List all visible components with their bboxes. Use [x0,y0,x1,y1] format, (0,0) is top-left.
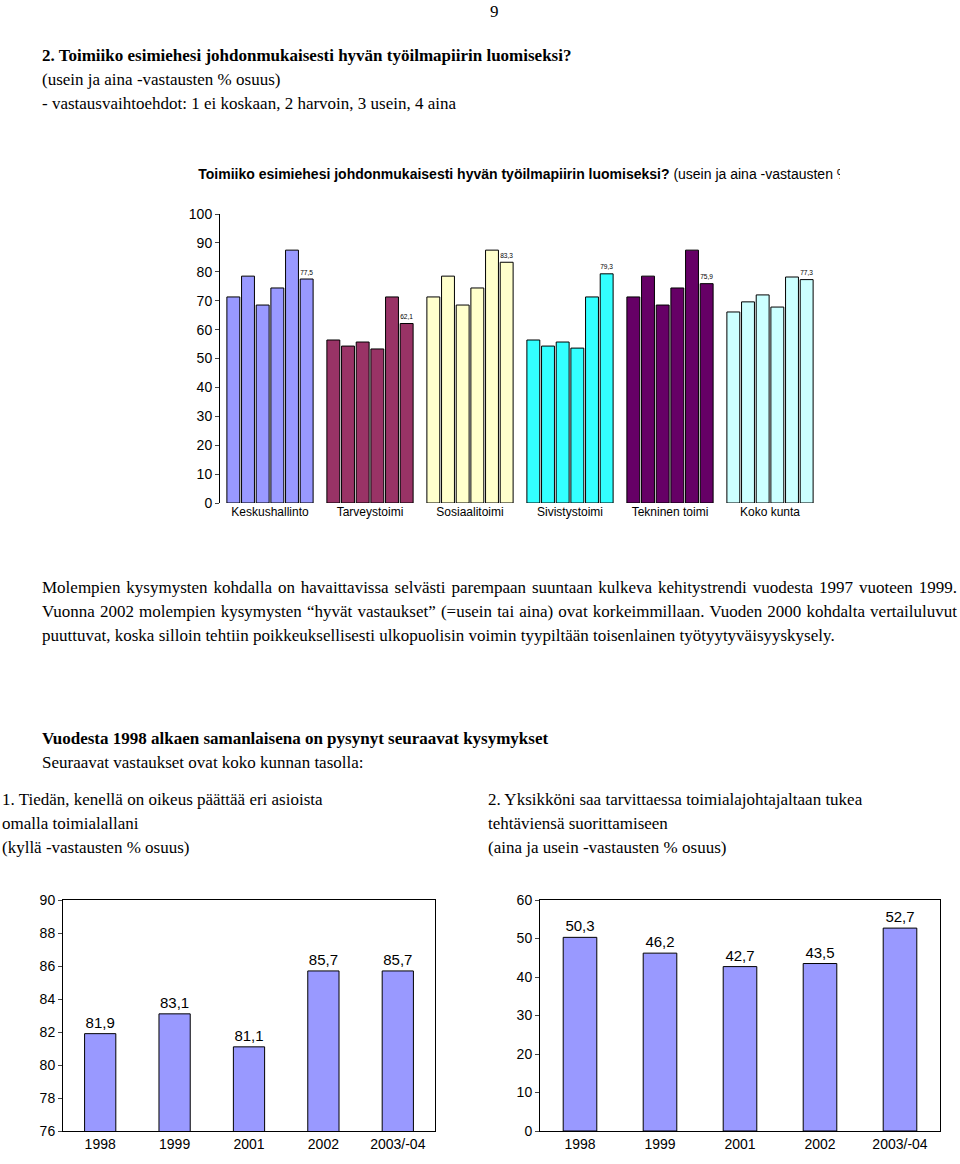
svg-text:50: 50 [517,930,533,946]
html-text:omalla toimialallani: omalla toimialallani [2,814,139,833]
svg-text:30: 30 [197,408,213,424]
svg-text:42,7: 42,7 [725,947,754,964]
svg-text:78: 78 [40,1090,56,1106]
svg-text:77,3: 77,3 [800,269,813,276]
svg-text:2002: 2002 [804,1136,835,1152]
svg-text:2002: 2002 [308,1136,339,1152]
svg-text:70: 70 [197,293,213,309]
svg-text:81,1: 81,1 [234,1027,263,1044]
svg-text:60: 60 [517,892,533,908]
svg-text:0: 0 [524,1123,532,1139]
svg-text:88: 88 [40,925,56,941]
svg-text:85,7: 85,7 [309,951,338,968]
svg-text:52,7: 52,7 [885,908,914,925]
svg-text:100: 100 [189,206,213,222]
svg-text:Sivistystoimi: Sivistystoimi [537,505,603,519]
svg-text:90: 90 [40,892,56,908]
svg-text:1999: 1999 [159,1136,190,1152]
svg-text:46,2: 46,2 [645,933,674,950]
svg-text:85,7: 85,7 [383,951,412,968]
svg-text:75,9: 75,9 [700,273,713,280]
svg-text:10: 10 [197,466,213,482]
svg-text:83,1: 83,1 [160,994,189,1011]
svg-text:90: 90 [197,235,213,251]
svg-text:80: 80 [197,264,213,280]
svg-text:62,1: 62,1 [400,313,413,320]
svg-text:1998: 1998 [564,1136,595,1152]
svg-text:1999: 1999 [644,1136,675,1152]
html-text:9: 9 [490,2,499,21]
svg-text:Toimiiko esimiehesi johdonmuka: Toimiiko esimiehesi johdonmukaisesti hyv… [198,166,840,182]
svg-text:80: 80 [40,1057,56,1073]
svg-text:Sosiaalitoimi: Sosiaalitoimi [436,505,503,519]
html-text:(aina ja usein -vastausten % o: (aina ja usein -vastausten % osuus) [488,838,727,857]
html-text:Molempien kysymysten kohdalla: Molempien kysymysten kohdalla on havaitt… [42,578,957,645]
html-text:(usein ja aina -vastausten % o: (usein ja aina -vastausten % osuus) [42,70,281,89]
svg-text:82: 82 [40,1024,56,1040]
svg-text:81,9: 81,9 [86,1014,115,1031]
svg-text:Tekninen toimi: Tekninen toimi [632,505,709,519]
svg-text:79,3: 79,3 [600,263,613,270]
html-text:Seuraavat vastaukset ovat koko: Seuraavat vastaukset ovat koko kunnan ta… [42,753,364,772]
svg-text:40: 40 [517,969,533,985]
svg-text:84: 84 [40,991,56,1007]
svg-text:20: 20 [517,1046,533,1062]
svg-text:77,5: 77,5 [300,269,313,276]
svg-text:2001: 2001 [233,1136,264,1152]
svg-text:76: 76 [40,1123,56,1139]
svg-text:60: 60 [197,322,213,338]
svg-text:43,5: 43,5 [805,944,834,961]
html-text:(kyllä -vastausten % osuus): (kyllä -vastausten % osuus) [2,838,190,857]
html-text:2. Toimiiko esimiehesi johdonm: 2. Toimiiko esimiehesi johdonmukaisesti … [42,46,572,65]
svg-text:2003/-04: 2003/-04 [370,1136,425,1152]
svg-text:83,3: 83,3 [500,252,513,259]
svg-text:10: 10 [517,1084,533,1100]
html-text:Vuodesta 1998 alkaen samanlais: Vuodesta 1998 alkaen samanlaisena on pys… [42,729,549,748]
svg-text:50,3: 50,3 [565,917,594,934]
svg-text:50: 50 [197,350,213,366]
html-text:2. Yksikköni saa tarvittaessa: 2. Yksikköni saa tarvittaessa toimialajo… [488,790,863,809]
html-text:tehtäviensä suorittamiseen: tehtäviensä suorittamiseen [488,814,668,833]
svg-text:Koko kunta: Koko kunta [740,505,800,519]
html-text:1. Tiedän, kenellä on oikeus p: 1. Tiedän, kenellä on oikeus päättää eri… [2,790,323,809]
svg-text:20: 20 [197,437,213,453]
html-text:- vastausvaihtoehdot: 1 ei kos: - vastausvaihtoehdot: 1 ei koskaan, 2 ha… [42,94,456,113]
svg-text:1998: 1998 [85,1136,116,1152]
svg-text:0: 0 [204,495,212,511]
svg-text:2001: 2001 [724,1136,755,1152]
svg-text:Tarveystoimi: Tarveystoimi [337,505,404,519]
svg-text:86: 86 [40,958,56,974]
svg-text:40: 40 [197,379,213,395]
svg-text:30: 30 [517,1007,533,1023]
svg-text:Keskushallinto: Keskushallinto [231,505,309,519]
svg-text:2003/-04: 2003/-04 [872,1136,927,1152]
